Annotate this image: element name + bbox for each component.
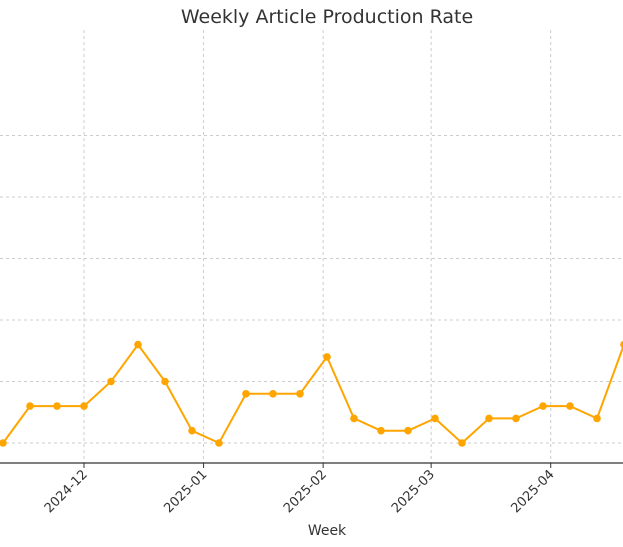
data-point (26, 402, 34, 410)
data-point (539, 402, 547, 410)
data-point (377, 426, 385, 435)
x-axis-label: Week (308, 523, 347, 539)
data-point (161, 377, 169, 386)
data-point (0, 439, 7, 447)
data-point (620, 340, 623, 349)
data-point (431, 414, 439, 423)
x-tick-label: 2025-04 (509, 467, 558, 516)
data-point (404, 426, 412, 435)
data-point (215, 439, 223, 447)
data-point (107, 377, 115, 386)
grid (0, 30, 623, 463)
data-point (269, 390, 277, 398)
series (0, 340, 623, 447)
x-tick-label: 2025-03 (389, 467, 438, 516)
data-point (188, 426, 196, 435)
data-point (53, 402, 61, 410)
data-point (80, 402, 88, 410)
x-tick-label: 2025-01 (161, 467, 210, 516)
x-axis-ticks: 2024-12 2025-01 2025-02 2025-03 2025-04 (42, 463, 558, 516)
x-tick-label: 2024-12 (42, 467, 91, 516)
x-tick-label: 2025-02 (281, 467, 330, 516)
data-point (593, 414, 601, 423)
data-point (296, 390, 304, 398)
data-point (566, 402, 574, 410)
chart-title: Weekly Article Production Rate (181, 6, 473, 28)
data-point (242, 390, 250, 398)
data-point (458, 439, 466, 447)
data-point (512, 414, 520, 423)
series-line (2, 342, 623, 445)
data-point (485, 414, 493, 423)
data-point (134, 340, 142, 349)
data-point (323, 353, 331, 361)
data-point (350, 414, 358, 423)
